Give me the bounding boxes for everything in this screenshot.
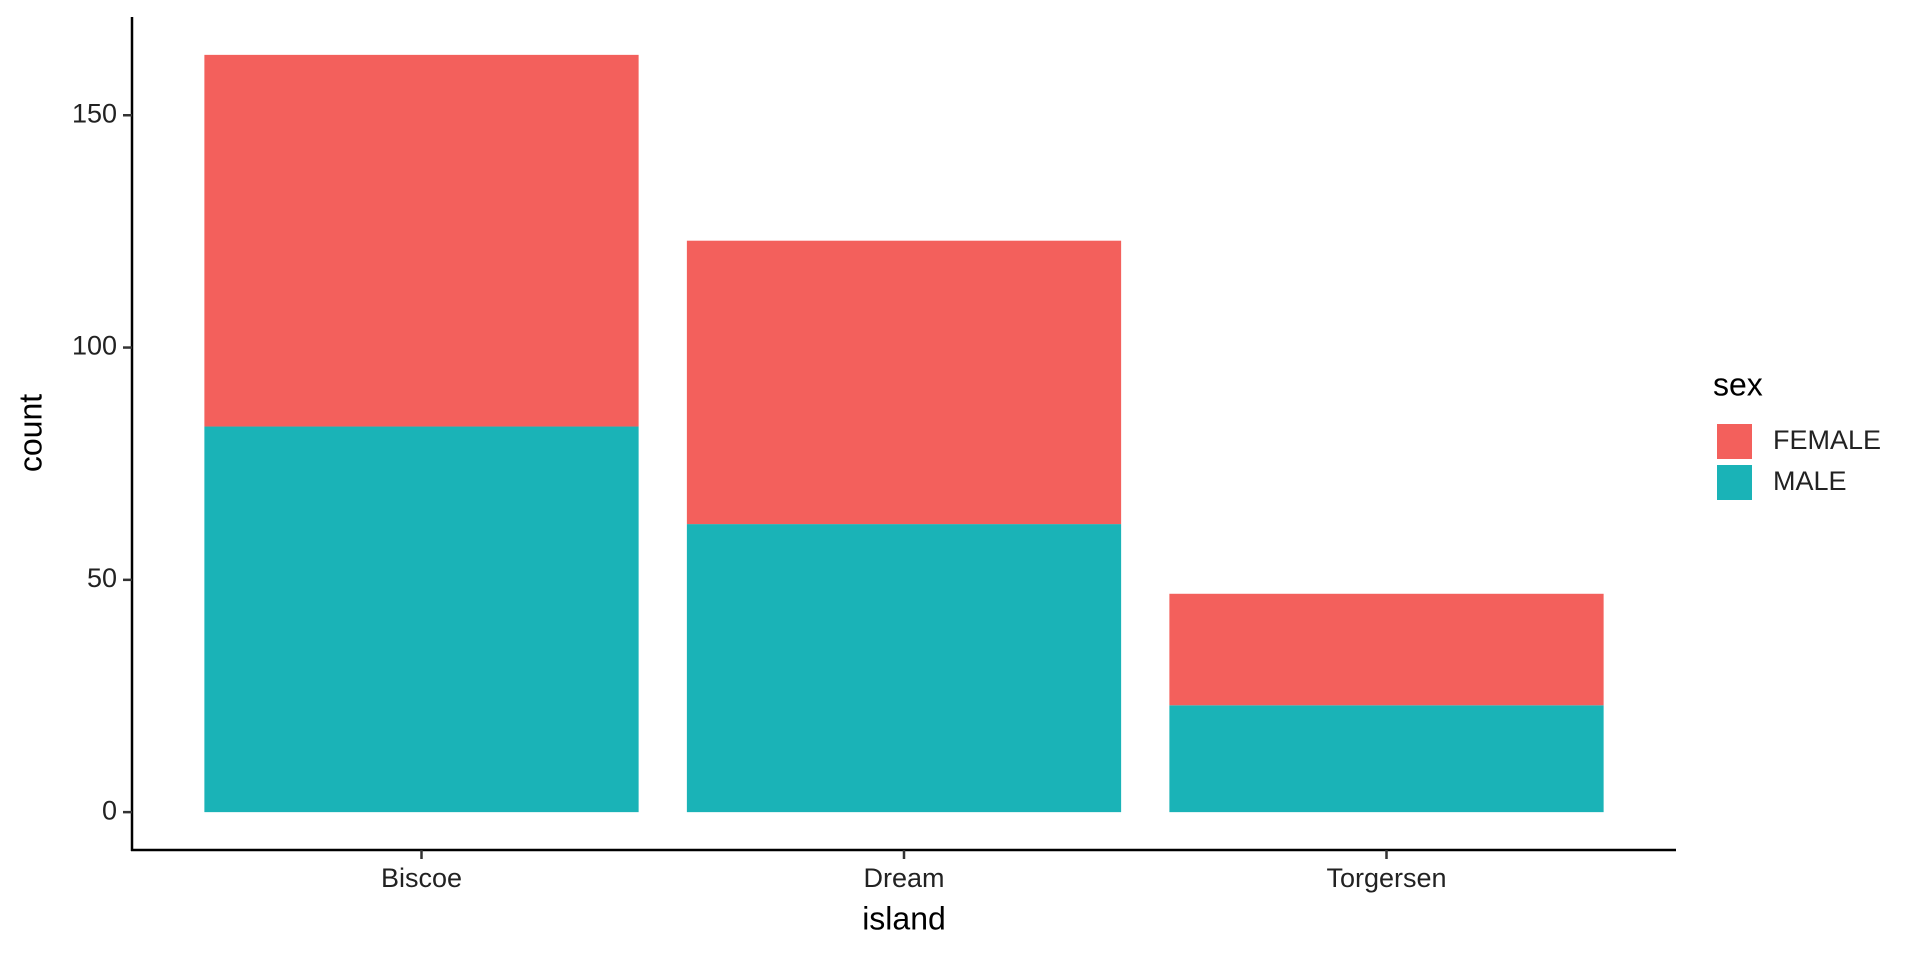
y-tick-label: 50: [87, 563, 117, 593]
y-tick-label: 150: [72, 98, 117, 128]
legend-key: [1717, 465, 1752, 500]
x-axis-title: island: [862, 900, 946, 936]
x-tick-label: Torgersen: [1326, 863, 1446, 893]
x-tick-label: Dream: [863, 863, 944, 893]
y-axis-title: count: [12, 394, 48, 472]
legend-key: [1717, 424, 1752, 459]
bar-segment: [686, 524, 1122, 813]
bar-segment: [686, 240, 1122, 525]
y-tick-label: 0: [102, 795, 117, 825]
legend-label: FEMALE: [1773, 425, 1881, 455]
bar-segment: [204, 426, 639, 813]
legend-title: sex: [1713, 366, 1763, 402]
legend-label: MALE: [1773, 466, 1847, 496]
bar-segment: [1169, 705, 1604, 813]
y-tick-label: 100: [72, 331, 117, 361]
x-tick-label: Biscoe: [381, 863, 462, 893]
bar-segment: [1169, 593, 1604, 706]
bar-segment: [204, 54, 639, 427]
